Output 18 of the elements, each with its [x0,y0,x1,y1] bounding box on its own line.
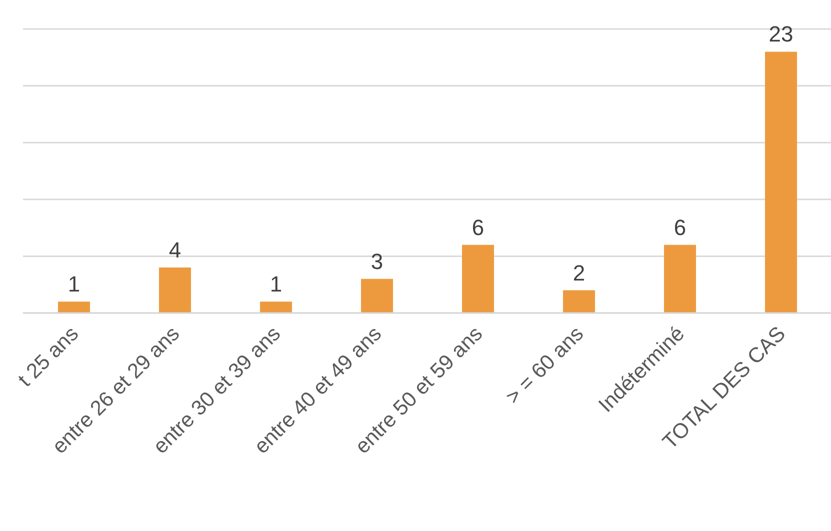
data-label: 6 [674,214,686,240]
data-label: 4 [168,238,182,263]
bar [159,268,191,313]
bar [563,290,595,313]
data-label: 2 [572,260,586,286]
data-label: 23 [768,22,794,47]
data-label: 3 [370,248,384,274]
bar [260,302,292,313]
data-label: 6 [472,214,484,240]
x-tick-label: > = 60 ans [502,322,588,409]
data-label: 1 [68,272,80,297]
data-label: 1 [270,272,282,297]
bar [664,244,696,313]
x-tick-label: t 25 ans [14,322,84,392]
bar [462,244,494,313]
bar [361,278,393,313]
bar [58,302,90,313]
bar [765,52,797,313]
